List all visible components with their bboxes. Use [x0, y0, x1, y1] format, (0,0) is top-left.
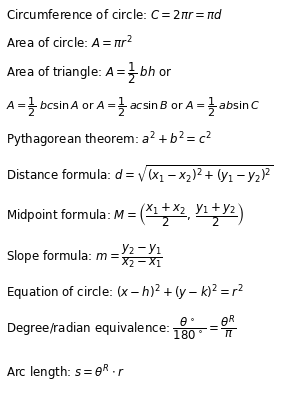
Text: Slope formula: $\mathit{m} = \dfrac{\mathit{y}_2 - \mathit{y}_1}{\mathit{x}_2 - : Slope formula: $\mathit{m} = \dfrac{\mat…: [6, 244, 163, 270]
Text: Equation of circle: $(\mathit{x} - \mathit{h})^2 + (\mathit{y} - \mathit{k})^2 =: Equation of circle: $(\mathit{x} - \math…: [6, 283, 243, 302]
Text: Distance formula: $\mathit{d} = \sqrt{(\mathit{x}_1 - \mathit{x}_2)^2 + (\mathit: Distance formula: $\mathit{d} = \sqrt{(\…: [6, 164, 274, 186]
Text: Circumference of circle: $\mathit{C} = 2\pi \mathit{r} = \pi \mathit{d}$: Circumference of circle: $\mathit{C} = 2…: [6, 8, 223, 22]
Text: Degree/radian equivalence: $\dfrac{\theta^\circ}{180^\circ} = \dfrac{\theta^R}{\: Degree/radian equivalence: $\dfrac{\thet…: [6, 314, 236, 344]
Text: Midpoint formula: $\mathit{M} = \left(\dfrac{\mathit{x}_1 + \mathit{x}_2}{2},\; : Midpoint formula: $\mathit{M} = \left(\d…: [6, 201, 244, 229]
Text: $\mathit{A} = \dfrac{1}{2}\; \mathit{bc} \sin \mathit{A}$ or $\mathit{A} = \dfra: $\mathit{A} = \dfrac{1}{2}\; \mathit{bc}…: [6, 95, 260, 118]
Text: Area of circle: $\mathit{A} = \pi \mathit{r}^2$: Area of circle: $\mathit{A} = \pi \mathi…: [6, 34, 133, 51]
Text: Pythagorean theorem: $\mathit{a}^2 + \mathit{b}^2 = \mathit{c}^2$: Pythagorean theorem: $\mathit{a}^2 + \ma…: [6, 130, 211, 150]
Text: Arc length: $\mathit{s} = \theta^R \cdot \mathit{r}$: Arc length: $\mathit{s} = \theta^R \cdot…: [6, 363, 124, 382]
Text: Area of triangle: $\mathit{A} = \dfrac{1}{2}\; \mathit{bh}$ or: Area of triangle: $\mathit{A} = \dfrac{1…: [6, 60, 172, 86]
